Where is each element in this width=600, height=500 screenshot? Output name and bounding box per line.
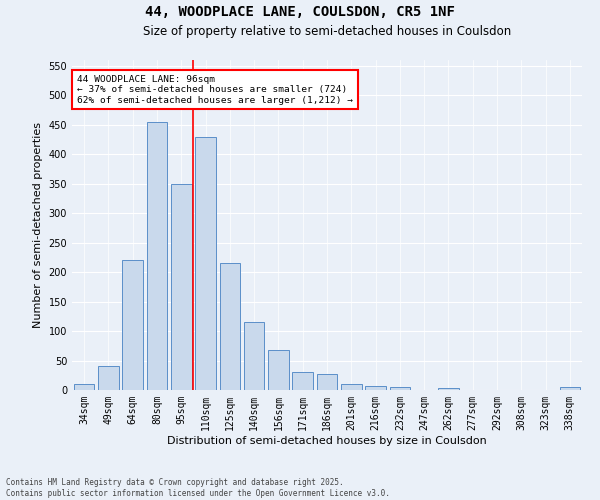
- Bar: [341, 384, 362, 390]
- Bar: [244, 322, 265, 390]
- Text: Contains HM Land Registry data © Crown copyright and database right 2025.
Contai: Contains HM Land Registry data © Crown c…: [6, 478, 390, 498]
- Bar: [560, 387, 580, 390]
- Bar: [74, 384, 94, 390]
- Bar: [195, 136, 216, 390]
- Bar: [365, 386, 386, 390]
- Bar: [438, 388, 459, 390]
- Bar: [317, 374, 337, 390]
- Bar: [146, 122, 167, 390]
- Y-axis label: Number of semi-detached properties: Number of semi-detached properties: [33, 122, 43, 328]
- Bar: [98, 366, 119, 390]
- Bar: [122, 260, 143, 390]
- Bar: [220, 264, 240, 390]
- Text: 44, WOODPLACE LANE, COULSDON, CR5 1NF: 44, WOODPLACE LANE, COULSDON, CR5 1NF: [145, 5, 455, 19]
- Bar: [171, 184, 191, 390]
- Bar: [389, 387, 410, 390]
- Text: 44 WOODPLACE LANE: 96sqm
← 37% of semi-detached houses are smaller (724)
62% of : 44 WOODPLACE LANE: 96sqm ← 37% of semi-d…: [77, 75, 353, 104]
- Title: Size of property relative to semi-detached houses in Coulsdon: Size of property relative to semi-detach…: [143, 25, 511, 38]
- Bar: [268, 350, 289, 390]
- Bar: [292, 372, 313, 390]
- X-axis label: Distribution of semi-detached houses by size in Coulsdon: Distribution of semi-detached houses by …: [167, 436, 487, 446]
